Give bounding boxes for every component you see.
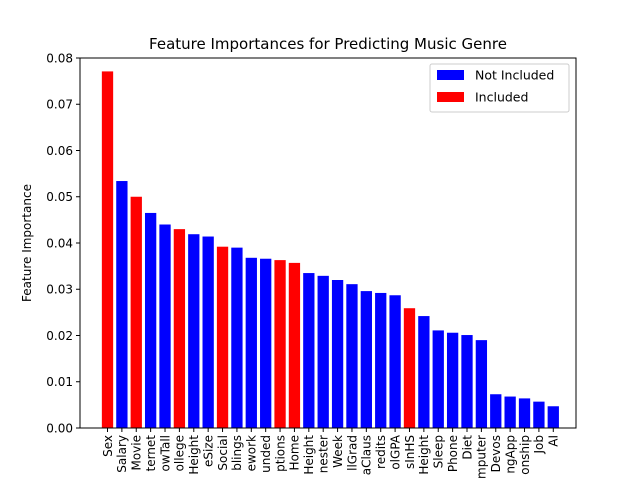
x-tick-label: onship (518, 435, 532, 475)
y-tick-label: 0.04 (46, 236, 73, 250)
bar (216, 246, 229, 428)
y-axis-label: Feature Importance (20, 184, 34, 302)
bar (446, 332, 459, 428)
x-tick-label: Height (187, 435, 201, 475)
x-tick-label: Movie (130, 435, 144, 471)
bar (547, 406, 559, 428)
x-tick-label: Sex (101, 435, 115, 457)
y-tick-label: 0.08 (46, 51, 73, 65)
y-tick-label: 0.03 (46, 283, 73, 297)
legend-box (429, 63, 570, 113)
bar (432, 330, 444, 428)
legend-label: Included (475, 90, 528, 105)
x-tick-label: owTall (158, 435, 172, 472)
bar (144, 212, 157, 428)
legend-label: Not Included (475, 68, 554, 83)
x-tick-label: ework (245, 435, 259, 471)
bar (533, 401, 545, 428)
bar (418, 316, 430, 428)
x-tick-label: redits (374, 435, 388, 469)
bar (317, 275, 329, 428)
plot-frame (79, 57, 577, 429)
x-tick-label: Phone (446, 435, 460, 472)
legend-swatch (437, 70, 464, 80)
x-tick-label: olGPA (388, 434, 402, 469)
x-tick-label: aClaus (360, 435, 374, 475)
bar (504, 396, 516, 428)
bar (101, 71, 114, 428)
x-tick-label: Devos (489, 435, 503, 472)
x-tick-label: eSize (201, 435, 215, 467)
bar (403, 308, 416, 428)
bar (159, 224, 171, 428)
x-tick-label: Salary (115, 435, 129, 473)
chart-title: Feature Importances for Predicting Music… (149, 35, 507, 53)
x-tick-label: Diet (460, 435, 474, 460)
bar (303, 273, 315, 428)
x-tick-label: AI (547, 435, 561, 447)
x-tick-label: Job (532, 435, 546, 455)
y-tick-label: 0.02 (46, 329, 73, 343)
bar (288, 262, 301, 428)
bar (188, 234, 200, 428)
y-tick-label: 0.00 (46, 421, 73, 435)
bar (274, 260, 286, 428)
y-axis-ticks: 0.00 0.01 0.02 0.03 0.04 0.05 0.06 0.07 0.08 (46, 51, 80, 435)
bar (389, 295, 401, 428)
bar (202, 236, 214, 428)
x-tick-label: Home (288, 435, 302, 470)
bar (130, 196, 142, 428)
bar (260, 258, 272, 428)
x-tick-label: Height (302, 435, 316, 475)
bar (375, 292, 387, 428)
bar (461, 335, 473, 428)
x-tick-label: Height (417, 435, 431, 475)
bar (331, 280, 344, 428)
bar (490, 394, 502, 428)
y-tick-label: 0.07 (46, 98, 73, 112)
x-tick-label: llGrad (345, 435, 359, 471)
y-tick-label: 0.06 (46, 144, 73, 158)
x-tick-label: Sleep (432, 435, 446, 468)
bar (245, 257, 257, 428)
bar (116, 181, 128, 428)
x-tick-label: Week (331, 435, 345, 468)
bar (518, 398, 531, 428)
bar (475, 340, 488, 429)
y-tick-label: 0.05 (46, 190, 73, 204)
x-tick-label: ngApp (503, 435, 517, 474)
bar (231, 247, 243, 429)
x-tick-label: ternet (144, 435, 158, 472)
bar (360, 291, 372, 428)
x-tick-label: Social (216, 435, 230, 471)
legend: Not Included Included (429, 63, 570, 113)
x-axis-ticks: Sex Salary Movie ternet owTall ollege Height eS… (101, 428, 561, 479)
y-tick-label: 0.01 (46, 375, 73, 389)
bar (346, 284, 358, 428)
x-tick-label: mputer (475, 435, 489, 479)
x-tick-label: ollege (173, 435, 187, 471)
x-tick-label: ptions (273, 435, 287, 472)
x-tick-label: nester (317, 435, 331, 473)
bars-group (101, 71, 559, 429)
x-tick-label: sInHS (403, 435, 417, 469)
x-tick-label: blings (230, 435, 244, 471)
x-tick-label: unded (259, 435, 273, 473)
legend-swatch (437, 92, 464, 102)
bar (173, 229, 186, 429)
